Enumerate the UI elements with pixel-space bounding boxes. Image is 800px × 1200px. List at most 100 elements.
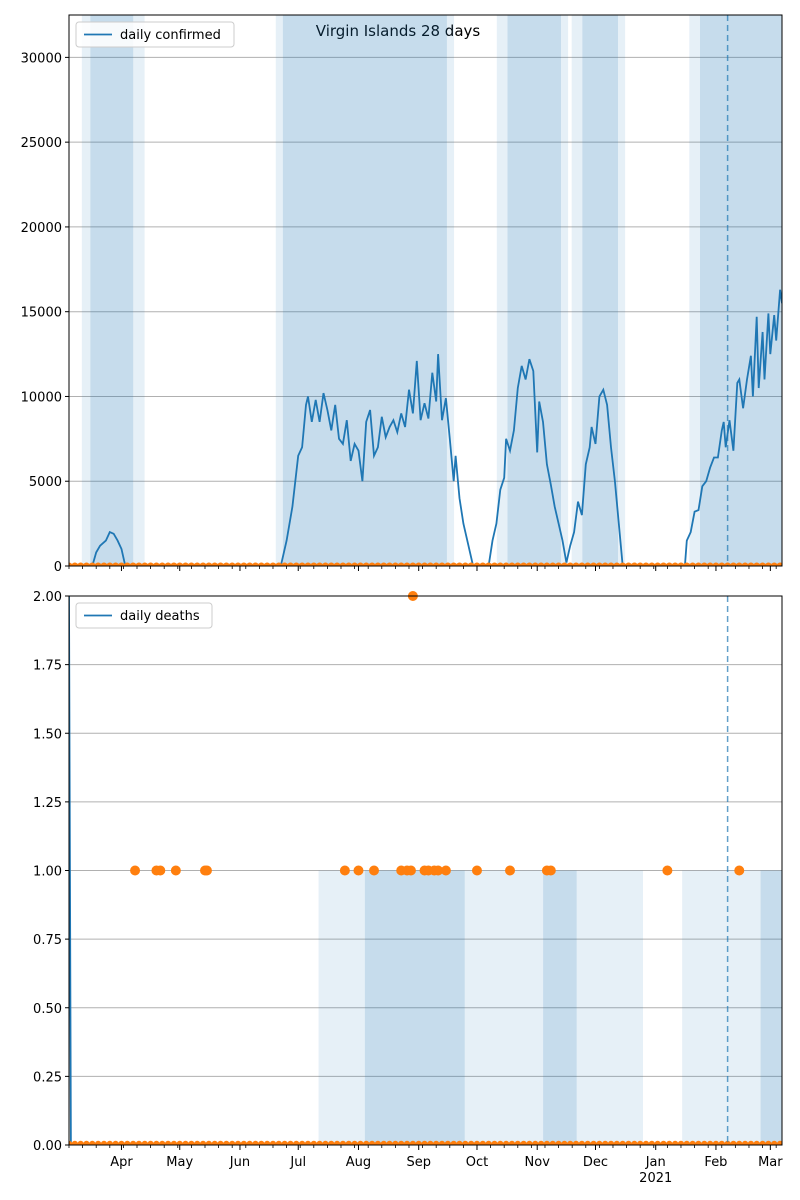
- uncertainty-band-outer: [496, 15, 569, 566]
- baseline-marker: [502, 1140, 510, 1145]
- baseline-marker: [205, 562, 213, 566]
- scatter-point: [662, 865, 673, 876]
- baseline-marker: [363, 562, 370, 566]
- chart-title: Virgin Islands 28 days: [316, 22, 481, 40]
- uncertainty-band-inner: [364, 870, 465, 1145]
- baseline-marker: [706, 562, 714, 566]
- baseline-marker: [159, 1140, 166, 1145]
- baseline-marker: [485, 1140, 492, 1145]
- baseline-marker: [520, 562, 527, 566]
- baseline-marker: [695, 562, 702, 566]
- x-year-label: 2021: [639, 1171, 672, 1186]
- baseline-marker: [392, 1140, 399, 1145]
- baseline-marker: [467, 562, 475, 566]
- baseline-marker: [194, 562, 201, 566]
- scatter-point: [440, 865, 451, 876]
- baseline-marker: [77, 562, 84, 566]
- baseline-marker: [275, 562, 283, 566]
- baseline-marker: [234, 1140, 242, 1145]
- baseline-marker: [561, 562, 568, 566]
- baseline-marker: [776, 562, 782, 566]
- baseline-marker: [135, 1140, 143, 1145]
- baseline-marker: [666, 562, 673, 566]
- series-line-0: [69, 289, 782, 566]
- baseline-marker: [648, 562, 656, 566]
- baseline-marker: [654, 562, 661, 566]
- baseline-marker: [438, 1140, 446, 1145]
- baseline-marker: [648, 1140, 656, 1145]
- baseline-marker: [736, 1140, 743, 1145]
- baseline-marker: [287, 1140, 294, 1145]
- baseline-marker: [526, 562, 533, 566]
- deaths-panel: 0.00 0.25 0.50 0.75 1.00 1.25 1.50 1.75 2.00 Apr M…: [33, 590, 783, 1186]
- uncertainty-band-outer: [318, 870, 472, 1145]
- baseline-marker: [607, 562, 615, 566]
- y-tick-label: 0.25: [33, 1070, 62, 1085]
- baseline-marker: [421, 562, 428, 566]
- baseline-marker: [328, 562, 335, 566]
- baseline-marker: [596, 562, 603, 566]
- y-tick-label: 30000: [21, 51, 62, 66]
- y-tick-label: 1.75: [33, 659, 62, 674]
- baseline-marker: [368, 562, 376, 566]
- baseline-marker: [572, 1140, 580, 1145]
- baseline-marker: [263, 1140, 271, 1145]
- axes-frame: [68, 595, 783, 1146]
- baseline-marker: [596, 1140, 603, 1145]
- baseline-marker: [543, 1140, 551, 1145]
- baseline-marker: [753, 1140, 760, 1145]
- uncertainty-band-outer: [689, 15, 782, 566]
- baseline-marker: [479, 562, 487, 566]
- baseline-marker: [561, 1140, 568, 1145]
- y-tick-label: 0.50: [33, 1002, 62, 1017]
- baseline-marker: [392, 562, 399, 566]
- baseline-marker: [602, 562, 609, 566]
- baseline-marker: [415, 1140, 422, 1145]
- baseline-marker: [357, 1140, 364, 1145]
- baseline-marker: [718, 562, 725, 566]
- uncertainty-band-inner: [90, 15, 134, 566]
- baseline-marker: [333, 1140, 341, 1145]
- baseline-marker: [473, 562, 481, 566]
- baseline-marker: [269, 1140, 277, 1145]
- baseline-marker: [677, 562, 685, 566]
- baseline-marker: [118, 562, 125, 566]
- baseline-marker: [497, 562, 504, 566]
- baseline-marker: [543, 562, 551, 566]
- baseline-marker: [642, 562, 650, 566]
- baseline-marker: [741, 562, 749, 566]
- baseline-marker: [147, 1140, 154, 1145]
- uncertainty-band-inner: [760, 870, 782, 1145]
- baseline-marker: [118, 1140, 125, 1145]
- baseline-marker: [398, 562, 405, 566]
- baseline-marker: [590, 1140, 597, 1145]
- baseline-marker: [374, 1140, 382, 1145]
- baseline-marker: [69, 1140, 73, 1145]
- plot-area: [69, 596, 782, 1145]
- baseline-marker: [141, 562, 148, 566]
- baseline-marker: [89, 562, 96, 566]
- baseline-marker: [328, 1140, 335, 1145]
- baseline-marker: [485, 562, 492, 566]
- baseline-marker: [124, 562, 131, 566]
- baseline-marker: [771, 562, 778, 566]
- x-tick-label: Dec: [583, 1155, 608, 1170]
- baseline-marker: [456, 1140, 463, 1145]
- baseline-marker: [759, 1140, 766, 1145]
- x-tick-label: Jun: [229, 1155, 250, 1170]
- x-tick-label: May: [166, 1155, 193, 1170]
- baseline-marker: [69, 562, 73, 566]
- baseline-marker: [765, 562, 772, 566]
- baseline-marker: [450, 1140, 457, 1145]
- baseline-marker: [689, 1140, 696, 1145]
- baseline-marker: [363, 1140, 370, 1145]
- uncertainty-band-outer: [81, 15, 145, 566]
- baseline-marker: [514, 1140, 521, 1145]
- baseline-marker: [351, 562, 358, 566]
- baseline-marker: [263, 562, 271, 566]
- baseline-marker: [724, 1140, 731, 1145]
- baseline-marker: [182, 1140, 189, 1145]
- baseline-marker: [497, 1140, 504, 1145]
- baseline-marker: [129, 562, 137, 566]
- baseline-marker: [223, 1140, 230, 1145]
